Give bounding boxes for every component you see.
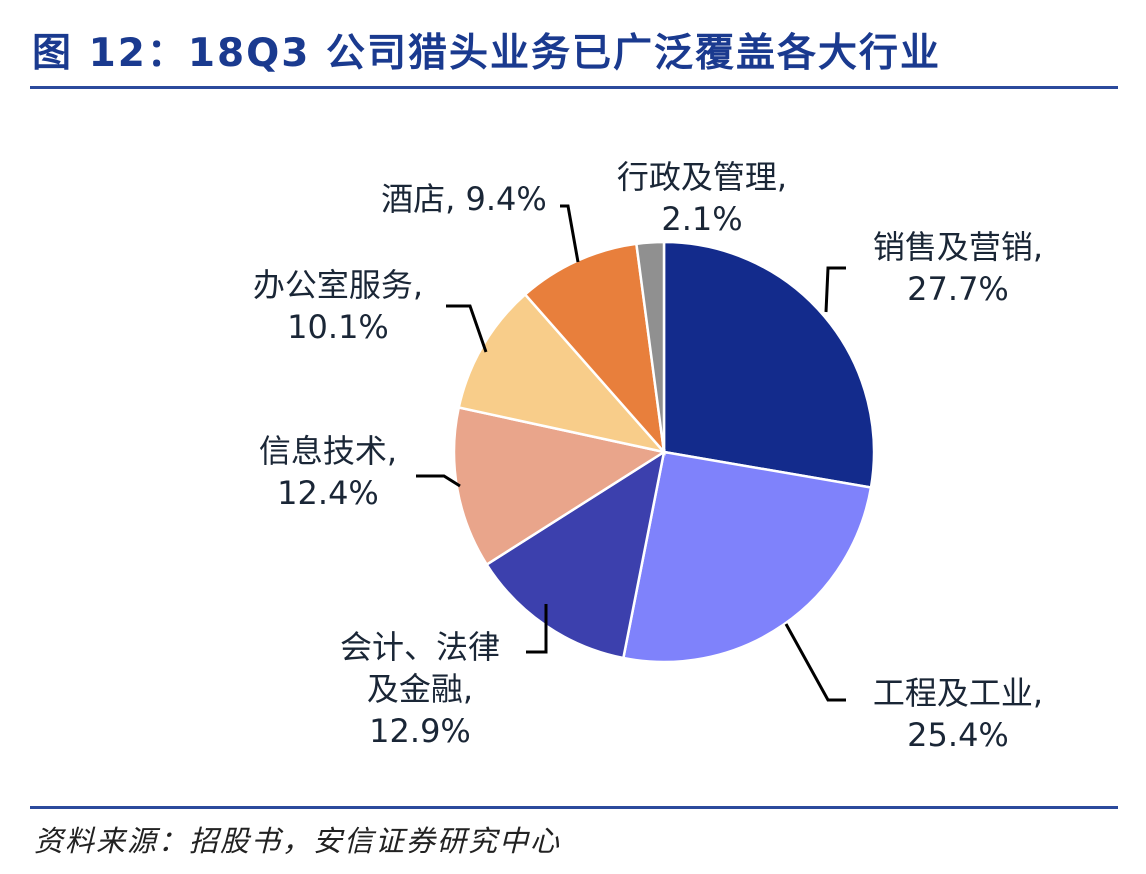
slice-label-2-line-1: 及金融, [367,670,473,708]
slice-label-0-line-1: 27.7% [907,270,1009,308]
slice-label-3-line-1: 12.4% [277,474,379,512]
leader-line-5 [560,204,580,263]
pie-slice-3 [452,405,668,567]
slice-label-0: 销售及营销, 27.7% [873,228,1043,308]
slice-label-5-line-0: 酒店, 9.4% [381,180,547,218]
pie-slice-1 [621,450,873,664]
title-divider [30,86,1118,89]
leader-line-1 [784,623,846,702]
slice-label-2-line-2: 12.9% [369,712,471,750]
leader-lines [416,204,846,702]
slice-label-1: 工程及工业, 25.4% [873,674,1043,754]
leader-line-4 [446,304,488,353]
slice-label-4: 办公室服务, 10.1% [253,266,423,346]
slice-label-1-line-0: 工程及工业, [873,674,1043,712]
slice-label-1-line-1: 25.4% [907,716,1009,754]
slice-label-6-line-0: 行政及管理, [617,158,787,196]
source-note: 资料来源：招股书，安信证券研究中心 [34,824,562,858]
slice-label-0-line-0: 销售及营销, [873,228,1043,266]
slice-label-6: 行政及管理, 2.1% [617,158,787,238]
slice-label-5: 酒店, 9.4% [381,180,547,218]
slice-label-3: 信息技术, 12.4% [259,432,397,512]
figure-title: 图 12：18Q3 公司猎头业务已广泛覆盖各大行业 [32,31,941,76]
slice-label-2-line-0: 会计、法律 [340,628,500,666]
slice-labels: 销售及营销, 27.7% 工程及工业, 25.4% 会计、法律及金融, 12.9% 信息技术… [253,158,1043,754]
slice-label-2: 会计、法律及金融, 12.9% [340,628,500,750]
pie-slice-0 [662,240,876,489]
leader-line-2 [526,604,548,654]
pie-slice-6 [634,240,666,453]
slice-label-6-line-1: 2.1% [661,200,742,238]
pie-slices [452,240,876,664]
leader-line-3 [416,474,461,488]
slice-label-4-line-0: 办公室服务, [253,266,423,304]
source-divider [30,806,1118,809]
slice-label-3-line-0: 信息技术, [259,432,397,470]
leader-line-0 [824,266,846,313]
slice-label-4-line-1: 10.1% [287,308,389,346]
